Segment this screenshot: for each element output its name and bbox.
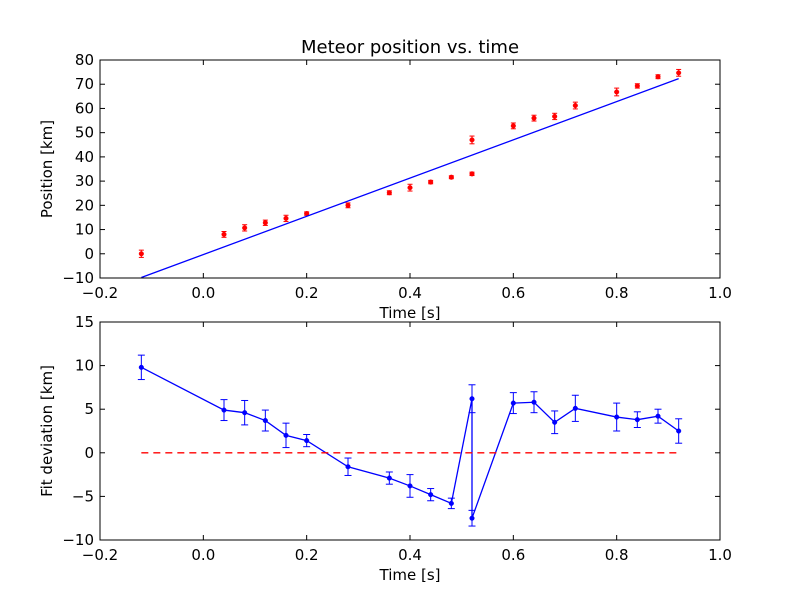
position-y-tick-label: 60 bbox=[75, 99, 94, 117]
deviation-data-point bbox=[634, 417, 640, 423]
deviation-x-tick-label: 1.0 bbox=[708, 546, 732, 564]
position-data-point bbox=[634, 83, 640, 89]
deviation-y-tick-label: 5 bbox=[84, 400, 94, 418]
deviation-data-point bbox=[614, 414, 620, 420]
position-y-tick-label: 50 bbox=[75, 124, 94, 142]
position-data-point bbox=[428, 179, 434, 185]
position-data-point bbox=[655, 74, 661, 80]
deviation-x-axis-label: Time [s] bbox=[379, 566, 441, 584]
deviation-x-tick-label: 0.6 bbox=[501, 546, 525, 564]
position-chart-title: Meteor position vs. time bbox=[301, 37, 519, 58]
position-data-point bbox=[221, 231, 227, 237]
deviation-data-point bbox=[676, 428, 682, 434]
deviation-x-tick-label: 0.4 bbox=[398, 546, 422, 564]
position-data-point bbox=[552, 113, 558, 119]
position-data-point bbox=[138, 251, 144, 257]
position-x-tick-label: −0.2 bbox=[82, 284, 118, 302]
position-y-tick-label: 70 bbox=[75, 75, 94, 93]
deviation-data-point bbox=[386, 475, 392, 481]
position-data-point bbox=[510, 123, 516, 129]
position-y-tick-label: 30 bbox=[75, 172, 94, 190]
deviation-data-point bbox=[572, 405, 578, 411]
deviation-data-point bbox=[138, 364, 144, 370]
position-data-point bbox=[469, 171, 475, 177]
deviation-data-point bbox=[262, 417, 268, 424]
position-x-tick-label: 0.0 bbox=[191, 284, 215, 302]
position-data-point bbox=[531, 115, 537, 121]
position-y-tick-label: 0 bbox=[84, 245, 94, 263]
position-data-point bbox=[469, 137, 475, 143]
position-data-point bbox=[448, 174, 454, 180]
position-data-point bbox=[283, 215, 289, 221]
deviation-data-point bbox=[552, 419, 558, 425]
position-x-tick-label: 0.4 bbox=[398, 284, 422, 302]
deviation-y-tick-label: −10 bbox=[62, 531, 94, 549]
position-fit-line bbox=[141, 78, 679, 279]
deviation-data-point bbox=[221, 407, 227, 413]
position-x-tick-label: 1.0 bbox=[708, 284, 732, 302]
deviation-x-tick-label: 0.8 bbox=[605, 546, 629, 564]
deviation-x-tick-label: 0.2 bbox=[295, 546, 319, 564]
position-data-point bbox=[407, 185, 413, 191]
position-y-axis-label: Position [km] bbox=[38, 120, 56, 218]
deviation-y-tick-label: −5 bbox=[72, 487, 94, 505]
deviation-data-point bbox=[428, 492, 434, 498]
deviation-y-axis-label: Fit deviation [km] bbox=[38, 365, 56, 497]
position-y-tick-label: 40 bbox=[75, 148, 94, 166]
deviation-data-point bbox=[283, 432, 289, 438]
position-y-tick-label: 20 bbox=[75, 196, 94, 214]
position-x-tick-label: 0.6 bbox=[501, 284, 525, 302]
position-y-tick-label: 10 bbox=[75, 221, 94, 239]
position-x-tick-label: 0.8 bbox=[605, 284, 629, 302]
position-data-point bbox=[572, 102, 578, 109]
deviation-data-point bbox=[242, 410, 248, 416]
position-panel: −0.2 0.0 0.2 0.4 0.6 0.8 1.0 −10 0 10 20 30 40 50 60 70… bbox=[38, 37, 732, 322]
deviation-data-point bbox=[655, 413, 661, 419]
position-data-point bbox=[242, 225, 248, 231]
position-data-point bbox=[386, 190, 392, 196]
position-y-tick-label: −10 bbox=[62, 269, 94, 287]
deviation-data-point bbox=[469, 515, 475, 521]
position-data-point bbox=[345, 202, 351, 208]
deviation-data-point bbox=[304, 438, 310, 444]
deviation-panel: −0.2 0.0 0.2 0.4 0.6 0.8 1.0 −10 −5 0 5 10 15 Time [… bbox=[38, 313, 732, 584]
deviation-y-tick-label: 0 bbox=[84, 444, 94, 462]
deviation-data-point bbox=[407, 483, 413, 489]
deviation-data-point bbox=[345, 464, 351, 470]
deviation-x-tick-label: −0.2 bbox=[82, 546, 118, 564]
position-data-point bbox=[614, 89, 620, 95]
deviation-y-tick-label: 10 bbox=[75, 357, 94, 375]
position-data-point bbox=[262, 220, 268, 226]
deviation-data-point bbox=[448, 500, 454, 506]
position-y-tick-label: 80 bbox=[75, 51, 94, 69]
deviation-y-tick-label: 15 bbox=[75, 313, 94, 331]
deviation-data-point bbox=[510, 400, 516, 406]
position-x-tick-label: 0.2 bbox=[295, 284, 319, 302]
deviation-data-point bbox=[469, 396, 475, 402]
deviation-x-tick-label: 0.0 bbox=[191, 546, 215, 564]
position-x-axis-label: Time [s] bbox=[379, 304, 441, 322]
deviation-data-point bbox=[531, 399, 537, 405]
position-data-point bbox=[676, 70, 682, 76]
